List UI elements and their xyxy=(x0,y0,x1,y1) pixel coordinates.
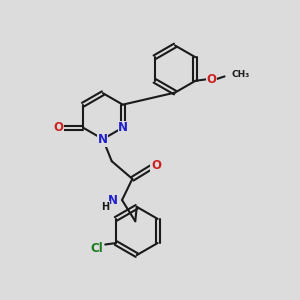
Text: O: O xyxy=(151,159,161,172)
Text: H: H xyxy=(101,202,110,212)
Text: Cl: Cl xyxy=(90,242,103,255)
Text: N: N xyxy=(108,194,118,207)
Text: O: O xyxy=(207,73,217,86)
Text: O: O xyxy=(54,121,64,134)
Text: CH₃: CH₃ xyxy=(231,70,250,80)
Text: N: N xyxy=(118,121,128,134)
Text: N: N xyxy=(98,133,108,146)
